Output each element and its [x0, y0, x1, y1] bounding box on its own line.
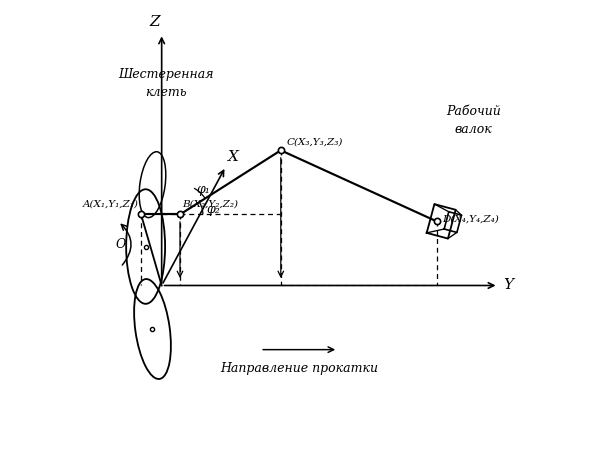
Text: A(X₁,Y₁,Z₁): A(X₁,Y₁,Z₁) [83, 200, 139, 209]
Text: φ₂: φ₂ [206, 203, 220, 216]
Text: Y: Y [503, 278, 513, 292]
Text: C(X₃,Y₃,Z₃): C(X₃,Y₃,Z₃) [286, 138, 343, 147]
Text: Направление прокатки: Направление прокатки [220, 362, 378, 375]
Text: φ₁: φ₁ [196, 183, 211, 196]
Text: O: O [115, 238, 125, 251]
Text: X: X [228, 150, 239, 164]
Text: Рабочий
валок: Рабочий валок [446, 105, 501, 136]
Text: Шестеренная
клеть: Шестеренная клеть [119, 68, 214, 100]
Text: B(X₂,Y₂,Z₂): B(X₂,Y₂,Z₂) [182, 200, 238, 209]
Text: Z: Z [149, 15, 160, 29]
Text: D(X₄,Y₄,Z₄): D(X₄,Y₄,Z₄) [442, 214, 499, 224]
